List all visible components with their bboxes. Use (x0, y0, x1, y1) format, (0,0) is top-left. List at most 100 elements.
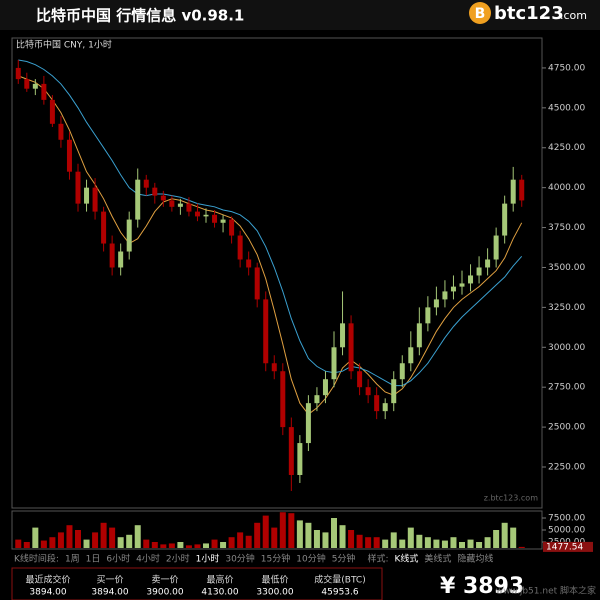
volume-bar (49, 537, 56, 548)
volume-bar (296, 520, 303, 548)
volume-bar (100, 522, 107, 548)
volume-bar (459, 542, 465, 548)
period-option[interactable]: 1小时 (196, 553, 220, 565)
volume-bar (211, 539, 218, 548)
candle-body (391, 379, 397, 404)
candle-body (331, 347, 337, 380)
period-option[interactable]: 10分钟 (296, 553, 325, 565)
volume-bar (126, 534, 133, 548)
volume-bar (75, 530, 81, 548)
volume-bar (501, 522, 508, 548)
volume-bar (382, 539, 389, 548)
volume-bar (57, 532, 64, 548)
volume-bar (92, 532, 99, 548)
period-option[interactable]: 5分钟 (332, 553, 356, 565)
volume-bar (15, 539, 22, 548)
candle-body (246, 259, 252, 268)
period-option[interactable]: 1日 (86, 554, 101, 565)
candle-body (32, 83, 38, 89)
volume-bar (416, 534, 423, 548)
ticker-value: 45953.6 (321, 588, 358, 598)
volume-current-box (543, 541, 593, 552)
ticker-header: 最低价 (261, 574, 288, 586)
candle-body (58, 123, 64, 140)
volume-bar (373, 537, 380, 548)
volume-bar (484, 537, 491, 548)
volume-bar (194, 544, 201, 548)
volume-bar (177, 542, 184, 548)
style-label: 样式: (367, 553, 388, 565)
candle-body (212, 214, 218, 223)
volume-bar (433, 539, 440, 548)
ma-toggle[interactable]: 隐藏均线 (457, 553, 493, 565)
y-tick-label: 2500.00 (548, 423, 585, 433)
volume-bar (109, 527, 116, 548)
candle-body (271, 363, 277, 372)
volume-bar (399, 539, 406, 548)
ticker-header: 卖一价 (151, 575, 178, 586)
volume-bar (356, 534, 363, 548)
y-tick-label: 2250.00 (548, 463, 585, 473)
y-tick-label: 3750.00 (548, 223, 585, 233)
volume-bar (228, 537, 235, 548)
volume-bar (441, 540, 448, 548)
volume-bar (279, 512, 286, 548)
candle-body (41, 83, 47, 100)
volume-bar (160, 544, 167, 548)
candle-body (288, 427, 294, 475)
y-tick-label: 4750.00 (548, 63, 585, 73)
period-option[interactable]: 4小时 (136, 553, 160, 565)
style-option[interactable]: 美线式 (424, 553, 451, 565)
candle-body (118, 251, 124, 268)
candle-body (450, 286, 456, 292)
candle-body (365, 387, 371, 396)
volume-bar (339, 525, 346, 548)
candle-body (280, 371, 286, 428)
volume-bar (134, 525, 141, 548)
ticker-header: 买一价 (96, 575, 123, 586)
logo-domain: .com (560, 9, 587, 22)
candle-body (186, 203, 192, 212)
volume-bar (66, 525, 73, 548)
ticker-header: 最高价 (206, 574, 233, 586)
candle-body (66, 139, 72, 172)
period-option[interactable]: 6小时 (106, 553, 130, 565)
volume-bar (151, 542, 158, 548)
candle-body (297, 443, 303, 475)
volume-bar (322, 532, 329, 548)
period-option[interactable]: 2小时 (166, 553, 190, 565)
ticker-value: 3300.00 (256, 588, 293, 598)
volume-bar (424, 537, 431, 548)
volume-bar (220, 542, 227, 548)
volume-bar (365, 537, 372, 548)
y-tick-label: 2750.00 (548, 383, 585, 393)
candle-body (442, 291, 448, 300)
volume-bar (305, 522, 312, 548)
volume-bar (510, 527, 517, 548)
candle-body (220, 219, 226, 223)
ticker-value: 3894.00 (29, 588, 66, 598)
period-option[interactable]: 30分钟 (225, 553, 254, 565)
chart-watermark: z.btc123.com (484, 494, 538, 503)
candle-body (459, 283, 465, 287)
candle-body (169, 200, 175, 207)
candle-body (382, 403, 388, 412)
volume-tick-label: 5000.00 (548, 526, 585, 536)
candle-body (485, 259, 491, 268)
candle-body (476, 267, 482, 276)
ticker-value: 3900.00 (146, 588, 183, 598)
volume-bar (237, 532, 244, 548)
candle-body (143, 179, 149, 188)
style-option[interactable]: K线式 (394, 553, 418, 565)
volume-bar (40, 540, 47, 548)
period-option[interactable]: 15分钟 (261, 553, 290, 565)
volume-bar (313, 530, 320, 548)
candle-body (152, 187, 158, 196)
period-option[interactable]: 1周 (65, 554, 80, 565)
last-price: ¥ 3893 (440, 574, 524, 599)
candle-body (340, 323, 346, 348)
candle-body (519, 179, 525, 201)
moving-average (18, 59, 523, 387)
ticker-box (11, 567, 383, 600)
